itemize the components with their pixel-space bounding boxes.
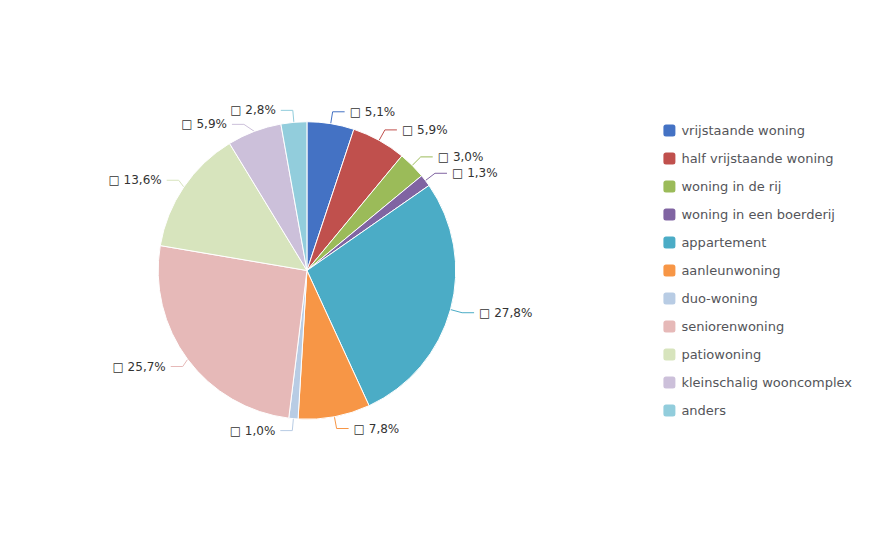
svg-text:aanleunwoning: aanleunwoning: [681, 263, 780, 278]
svg-text:half vrijstaande woning: half vrijstaande woning: [681, 151, 833, 166]
svg-text:appartement: appartement: [681, 235, 766, 250]
svg-text:□ 5,9%: □ 5,9%: [181, 117, 227, 131]
svg-text:□ 1,3%: □ 1,3%: [452, 166, 498, 180]
svg-text:□ 13,6%: □ 13,6%: [108, 173, 161, 187]
svg-text:anders: anders: [681, 403, 726, 418]
svg-text:duo-woning: duo-woning: [681, 291, 757, 306]
svg-text:vrijstaande woning: vrijstaande woning: [681, 123, 805, 138]
svg-text:seniorenwoning: seniorenwoning: [681, 319, 784, 334]
svg-text:□ 2,8%: □ 2,8%: [230, 103, 276, 117]
svg-text:□ 3,0%: □ 3,0%: [438, 150, 484, 164]
svg-text:patiowoning: patiowoning: [681, 347, 761, 362]
svg-text:□ 27,8%: □ 27,8%: [479, 306, 532, 320]
svg-text:woning in de rij: woning in de rij: [681, 179, 781, 194]
svg-text:woning in een boerderij: woning in een boerderij: [681, 207, 835, 222]
svg-text:□ 5,1%: □ 5,1%: [350, 105, 396, 119]
svg-text:□ 25,7%: □ 25,7%: [112, 360, 165, 374]
svg-text:□ 1,0%: □ 1,0%: [230, 424, 276, 438]
svg-text:□ 7,8%: □ 7,8%: [354, 422, 400, 436]
svg-text:□ 5,9%: □ 5,9%: [402, 123, 448, 137]
svg-text:kleinschalig wooncomplex: kleinschalig wooncomplex: [681, 375, 852, 390]
